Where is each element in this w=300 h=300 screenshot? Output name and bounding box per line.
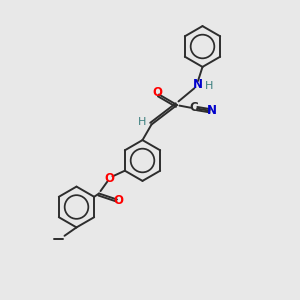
Text: H: H [205, 80, 214, 91]
Text: N: N [193, 78, 203, 91]
Text: N: N [206, 104, 217, 118]
Text: C: C [189, 100, 198, 114]
Text: H: H [138, 116, 146, 127]
Text: O: O [113, 194, 124, 208]
Text: O: O [152, 86, 163, 99]
Text: O: O [104, 172, 115, 185]
